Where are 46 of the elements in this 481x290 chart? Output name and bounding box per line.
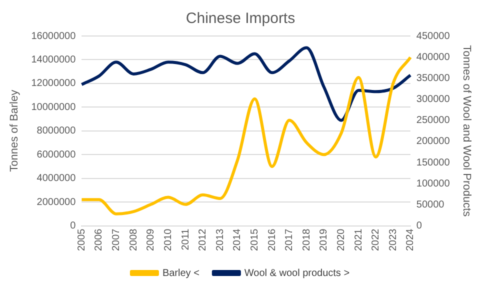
x-tick-label: 2019 — [318, 228, 330, 252]
y-tick-label: 10000000 — [31, 102, 76, 113]
x-tick-label: 2016 — [266, 228, 278, 252]
y-tick-label: 12000000 — [31, 78, 76, 90]
y2-tick-label: 400000 — [416, 52, 450, 63]
x-tick-label: 2005 — [76, 228, 88, 252]
y-tick-label: 4000000 — [36, 173, 76, 184]
x-tick-label: 2024 — [405, 228, 416, 252]
x-tick-label: 2012 — [198, 228, 209, 252]
x-tick-label: 2021 — [353, 228, 364, 252]
x-tick-label: 2018 — [301, 228, 312, 252]
y2-tick-label: 350000 — [416, 72, 450, 84]
x-tick-label: 2013 — [214, 228, 226, 252]
line-series — [80, 46, 412, 122]
chart-title: Chinese Imports — [186, 10, 296, 28]
x-tick-label: 2006 — [94, 228, 105, 252]
y2-axis-title: Tonnes of Wool and Wool Products — [460, 45, 472, 218]
x-tick-label: 2015 — [249, 228, 260, 252]
y2-tick-label: 150000 — [416, 157, 450, 168]
line-series — [80, 56, 412, 216]
y-tick-label: 16000000 — [31, 30, 76, 42]
x-tick-label: 2014 — [232, 228, 244, 252]
y-tick-label: 6000000 — [36, 149, 76, 160]
y-tick-label: 14000000 — [31, 54, 76, 66]
x-tick-label: 2008 — [128, 228, 140, 252]
legend-label: Wool & wool products > — [244, 268, 350, 279]
y2-tick-label: 300000 — [416, 94, 450, 105]
x-tick-label: 2010 — [162, 228, 174, 252]
x-tick-label: 2007 — [111, 228, 122, 252]
x-tick-label: 2023 — [388, 228, 399, 252]
y2-tick-label: 100000 — [416, 178, 450, 190]
y2-tick-label: 450000 — [416, 30, 450, 42]
y2-tick-label: 50000 — [416, 199, 445, 210]
x-tick-label: 2009 — [146, 228, 157, 252]
x-tick-label: 2020 — [336, 228, 347, 252]
legend-label: Barley < — [162, 268, 200, 279]
y-tick-label: 2000000 — [36, 196, 76, 208]
y2-tick-label: 0 — [416, 220, 422, 232]
x-tick-label: 2011 — [180, 228, 192, 250]
y2-tick-label: 250000 — [416, 115, 450, 126]
x-tick-label: 2017 — [284, 228, 296, 252]
y-tick-label: 8000000 — [36, 126, 76, 137]
y2-tick-label: 200000 — [416, 136, 450, 148]
x-tick-label: 2022 — [370, 228, 382, 252]
y-tick-label: 0 — [70, 220, 76, 232]
y-axis-title: Tonnes of Barley — [8, 89, 21, 172]
